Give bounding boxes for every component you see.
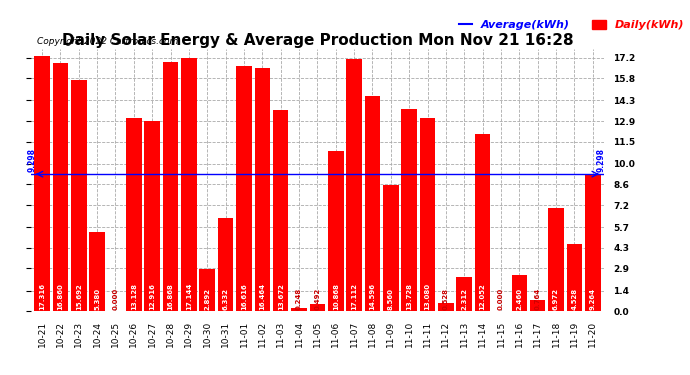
Text: 17.112: 17.112 [351, 283, 357, 310]
Text: 13.672: 13.672 [277, 283, 284, 310]
Text: 2.460: 2.460 [516, 288, 522, 310]
Bar [181, 58, 197, 311]
Text: 13.128: 13.128 [131, 283, 137, 310]
Title: Daily Solar Energy & Average Production Mon Nov 21 16:28: Daily Solar Energy & Average Production … [61, 33, 573, 48]
Legend: Average(kWh), Daily(kWh): Average(kWh), Daily(kWh) [459, 20, 684, 30]
Text: 2.892: 2.892 [204, 288, 210, 310]
Text: 9.264: 9.264 [590, 288, 595, 310]
Bar [566, 244, 582, 311]
Text: 6.332: 6.332 [223, 288, 228, 310]
Text: 16.860: 16.860 [57, 283, 63, 310]
Text: 0.528: 0.528 [443, 288, 449, 310]
Bar [475, 134, 491, 311]
Text: 0.000: 0.000 [498, 288, 504, 310]
Text: 2.312: 2.312 [461, 288, 467, 310]
Text: 0.000: 0.000 [112, 288, 119, 310]
Bar [52, 63, 68, 311]
Bar [126, 118, 141, 311]
Bar [438, 303, 454, 311]
Text: 5.380: 5.380 [94, 288, 100, 310]
Bar [34, 56, 50, 311]
Bar [291, 308, 307, 311]
Text: 17.316: 17.316 [39, 283, 45, 310]
Bar [530, 300, 546, 311]
Bar [273, 110, 288, 311]
Bar [549, 209, 564, 311]
Text: Copyright 2022 Cartronics.com: Copyright 2022 Cartronics.com [37, 37, 178, 46]
Text: 13.080: 13.080 [424, 283, 431, 310]
Text: 16.868: 16.868 [168, 283, 174, 310]
Text: 9.298: 9.298 [28, 148, 37, 172]
Text: 15.692: 15.692 [76, 284, 82, 310]
Text: 4.528: 4.528 [571, 288, 578, 310]
Bar [346, 59, 362, 311]
Bar [236, 66, 252, 311]
Bar [420, 118, 435, 311]
Text: 9.298: 9.298 [596, 148, 606, 172]
Text: 16.464: 16.464 [259, 283, 266, 310]
Text: 0.248: 0.248 [296, 288, 302, 310]
Bar [163, 63, 178, 311]
Bar [457, 277, 472, 311]
Text: 10.868: 10.868 [333, 283, 339, 310]
Text: 12.052: 12.052 [480, 284, 486, 310]
Bar [71, 80, 86, 311]
Bar [199, 268, 215, 311]
Bar [218, 218, 233, 311]
Bar [144, 121, 160, 311]
Text: 6.972: 6.972 [553, 288, 559, 310]
Text: 16.616: 16.616 [241, 284, 247, 310]
Bar [511, 275, 527, 311]
Text: 12.916: 12.916 [149, 283, 155, 310]
Text: 0.492: 0.492 [315, 288, 320, 310]
Bar [89, 232, 105, 311]
Text: 14.596: 14.596 [369, 283, 375, 310]
Bar [255, 69, 270, 311]
Bar [585, 175, 600, 311]
Bar [310, 304, 325, 311]
Text: 13.728: 13.728 [406, 283, 412, 310]
Bar [328, 151, 344, 311]
Text: 0.764: 0.764 [535, 288, 541, 310]
Text: 8.560: 8.560 [388, 288, 394, 310]
Bar [365, 96, 380, 311]
Bar [402, 109, 417, 311]
Text: 17.144: 17.144 [186, 283, 192, 310]
Bar [383, 185, 399, 311]
